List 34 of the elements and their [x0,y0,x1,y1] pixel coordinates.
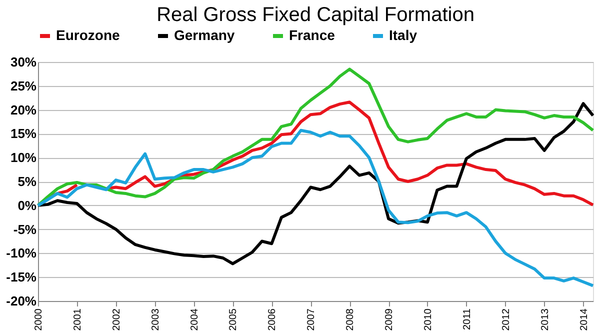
x-tick-label: 2002 [111,308,122,331]
x-tick-label: 2012 [500,308,512,331]
x-tick-label: 2013 [540,308,551,331]
y-tick-label: 15% [10,126,37,142]
y-tick-label: 0% [18,198,37,213]
y-tick-label: 10% [10,150,37,166]
x-tick-label: 2001 [72,308,84,331]
y-tick-label: 20% [10,102,37,118]
legend-label: France [289,27,336,43]
x-tick-label: 2006 [267,308,278,331]
x-tick-label: 2003 [150,308,162,331]
y-tick-label: -5% [13,222,37,237]
legend-label: Germany [174,27,235,43]
x-tick-label: 2011 [462,308,473,330]
y-tick-label: -15% [6,270,37,285]
y-tick-label: -10% [6,246,37,261]
y-tick-label: 5% [18,174,37,189]
chart-title: Real Gross Fixed Capital Formation [156,4,474,26]
x-tick-label: 2004 [189,308,200,331]
line-series [36,102,594,266]
y-tick-label: 30% [10,54,37,70]
x-tick-label: 2010 [422,308,434,331]
line-series [36,128,594,288]
line-series [36,68,594,207]
x-tick-label: 2007 [306,308,318,331]
y-tick-label: -20% [6,294,37,308]
x-tick-label: 2005 [228,308,240,331]
legend-label: Italy [389,27,418,43]
x-tick-label: 2008 [345,308,356,331]
y-tick-label: 25% [10,78,37,94]
x-tick-label: 2000 [34,308,44,331]
legend-label: Eurozone [56,27,120,43]
x-tick-label: 2014 [578,308,590,331]
x-tick-label: 2009 [384,308,396,331]
